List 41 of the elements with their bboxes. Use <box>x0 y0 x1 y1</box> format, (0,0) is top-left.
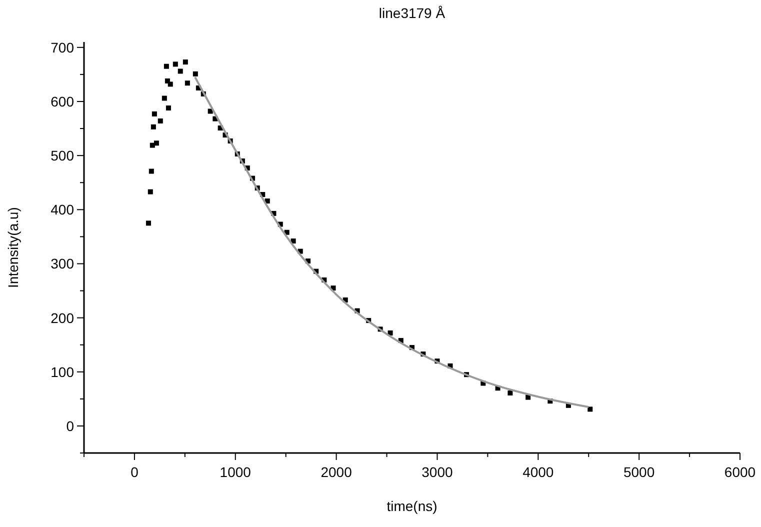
y-tick-label: 0 <box>66 418 74 434</box>
point <box>526 394 531 400</box>
x-tick-label: 6000 <box>724 464 756 480</box>
x-tick-label: 3000 <box>422 464 454 480</box>
point <box>162 96 167 101</box>
point <box>146 220 151 226</box>
y-tick-label: 300 <box>50 256 74 272</box>
x-tick-label: 2000 <box>320 464 352 480</box>
point <box>178 68 183 74</box>
point <box>166 105 171 110</box>
point <box>150 142 155 148</box>
point <box>264 198 270 204</box>
y-tick-label: 500 <box>50 148 74 164</box>
point <box>184 80 190 86</box>
point <box>388 330 393 336</box>
y-tick-label: 200 <box>50 310 74 326</box>
y-tick-label: 100 <box>50 364 74 380</box>
point <box>588 406 593 412</box>
y-tick-label: 600 <box>50 93 74 110</box>
point <box>158 118 163 124</box>
chart-title: line3179 Å <box>378 5 446 21</box>
point <box>172 62 178 67</box>
point <box>148 168 154 174</box>
point <box>164 64 169 69</box>
point <box>182 60 188 65</box>
point <box>192 71 198 76</box>
point <box>150 124 156 130</box>
x-tick-label: 5000 <box>624 464 655 480</box>
x-axis-title: time(ns) <box>386 498 438 514</box>
x-tick-label: 4000 <box>522 464 554 480</box>
y-axis-title: Intensity(a.u) <box>5 207 21 288</box>
point <box>154 140 159 146</box>
x-tick-label: 1000 <box>220 464 252 480</box>
x-tick-label: 0 <box>130 464 139 480</box>
point <box>152 111 157 116</box>
point <box>148 189 153 194</box>
y-tick-label: 700 <box>50 39 74 56</box>
point <box>290 238 296 244</box>
point <box>508 390 513 396</box>
y-tick-label: 400 <box>50 202 74 218</box>
point <box>168 82 173 87</box>
